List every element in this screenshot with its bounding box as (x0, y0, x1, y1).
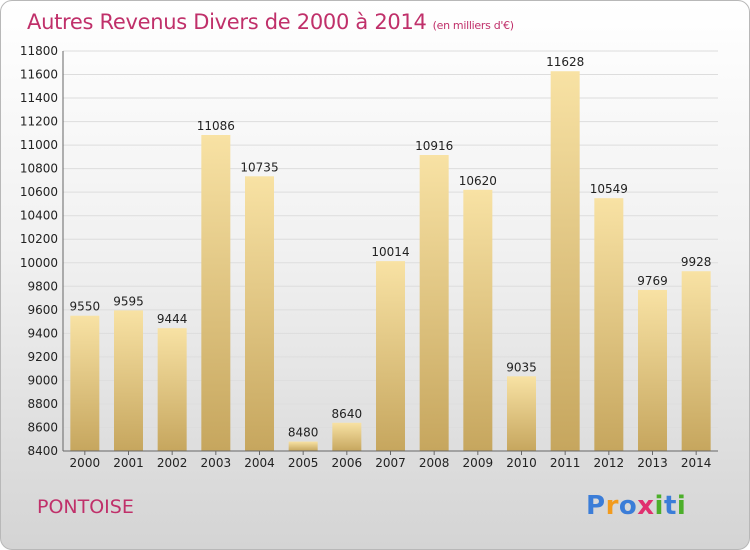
bar (376, 261, 405, 451)
y-tick-label: 11400 (20, 91, 58, 105)
x-tick-label: 2006 (332, 456, 363, 470)
y-tick-label: 11800 (20, 44, 58, 58)
logo-letter: o (618, 491, 638, 521)
bar (332, 422, 362, 451)
bar-value-label: 9928 (681, 255, 712, 269)
y-tick-label: 9400 (27, 326, 58, 340)
y-tick-label: 10200 (20, 232, 58, 246)
bar-value-label: 10735 (240, 160, 278, 174)
y-tick-label: 10400 (20, 209, 58, 223)
axes: 8400 8600 8800 9000 9200 9400 9600 9800 10000 102… (20, 44, 718, 470)
x-tick-label: 2008 (419, 456, 450, 470)
logo-letter: r (605, 491, 619, 521)
y-tick-label: 11200 (20, 115, 58, 129)
bar (507, 376, 536, 451)
y-tick-label: 9000 (27, 373, 58, 387)
bar-value-label: 9595 (113, 294, 144, 308)
bar-value-label: 9035 (506, 360, 537, 374)
logo-letter: t (663, 491, 677, 521)
x-tick-label: 2007 (375, 456, 406, 470)
proxiti-logo: Proxiti (586, 491, 686, 521)
bar-value-label: 10014 (371, 245, 409, 259)
y-tick-label: 8800 (27, 397, 58, 411)
y-tick-label: 8600 (27, 420, 58, 434)
y-tick-label: 10800 (20, 162, 58, 176)
bar-value-label: 8480 (288, 426, 319, 440)
x-tick-label: 2010 (506, 456, 537, 470)
x-tick-label: 2000 (70, 456, 101, 470)
logo-letter: x (637, 491, 655, 521)
y-tick-label: 9600 (27, 303, 58, 317)
logo-letter: i (676, 491, 687, 521)
bar (419, 155, 449, 451)
bar-value-label: 9769 (637, 274, 668, 288)
bar (681, 271, 711, 451)
x-tick-label: 2001 (113, 456, 144, 470)
bar-value-label: 10916 (415, 139, 453, 153)
y-tick-label: 10000 (20, 256, 58, 270)
bar (245, 176, 274, 451)
y-tick-label: 9800 (27, 279, 58, 293)
y-tick-label: 10600 (20, 185, 58, 199)
bar-value-label: 9550 (70, 300, 101, 314)
bars: 9550 9595 9444 11086 10735 8480 8640 10014 10916… (70, 55, 712, 451)
y-tick-label: 11000 (20, 138, 58, 152)
bar (157, 328, 187, 451)
bar (201, 135, 231, 451)
bar-value-label: 11086 (197, 119, 235, 133)
title-text: Autres Revenus Divers de 2000 à 2014 (27, 10, 427, 34)
bar-value-label: 10549 (590, 182, 628, 196)
chart-title: Autres Revenus Divers de 2000 à 2014 (en … (27, 10, 514, 34)
y-tick-label: 9200 (27, 350, 58, 364)
x-tick-label: 2013 (637, 456, 668, 470)
x-tick-label: 2011 (550, 456, 581, 470)
y-tick-label: 8400 (27, 444, 58, 458)
bar (638, 289, 667, 451)
bar-value-label: 8640 (332, 407, 363, 421)
y-tick-label: 11600 (20, 68, 58, 82)
bar-value-label: 9444 (157, 312, 188, 326)
commune-name: PONTOISE (37, 496, 134, 518)
bar-value-label: 10620 (459, 174, 497, 188)
x-tick-label: 2014 (681, 456, 712, 470)
bar (70, 315, 100, 451)
bar (594, 198, 624, 451)
bar-value-label: 11628 (546, 55, 584, 69)
x-tick-label: 2012 (594, 456, 625, 470)
x-tick-label: 2003 (201, 456, 232, 470)
logo-letter: P (586, 491, 606, 521)
bar (288, 441, 318, 451)
x-tick-label: 2005 (288, 456, 319, 470)
x-tick-label: 2009 (463, 456, 494, 470)
x-tick-label: 2004 (244, 456, 275, 470)
title-unit: (en milliers d'€) (432, 19, 514, 32)
bar (550, 71, 580, 451)
x-tick-label: 2002 (157, 456, 188, 470)
bar (114, 310, 143, 451)
bar (463, 189, 493, 451)
logo-letter: i (654, 491, 664, 521)
